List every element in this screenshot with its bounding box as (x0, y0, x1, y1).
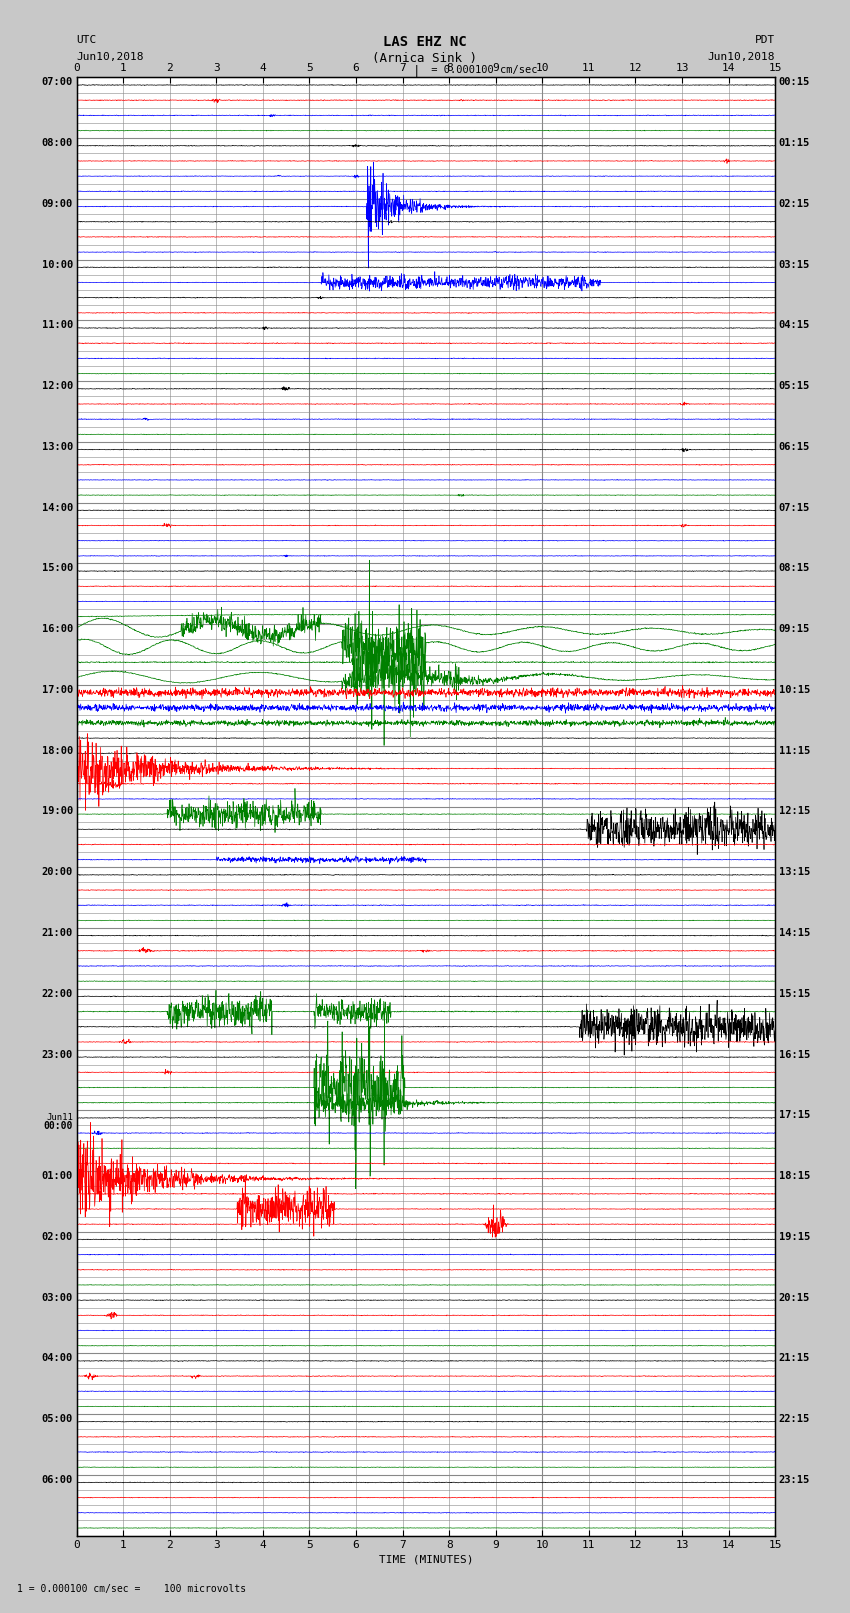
Text: 14:15: 14:15 (779, 927, 810, 939)
Text: 13:15: 13:15 (779, 868, 810, 877)
Text: 11:15: 11:15 (779, 745, 810, 756)
Text: 06:15: 06:15 (779, 442, 810, 452)
X-axis label: TIME (MINUTES): TIME (MINUTES) (378, 1555, 473, 1565)
Text: 22:00: 22:00 (42, 989, 73, 998)
Text: 12:15: 12:15 (779, 806, 810, 816)
Text: 03:15: 03:15 (779, 260, 810, 269)
Text: 01:15: 01:15 (779, 139, 810, 148)
Text: 00:00: 00:00 (43, 1121, 73, 1131)
Text: Jun10,2018: Jun10,2018 (76, 52, 144, 61)
Text: 09:15: 09:15 (779, 624, 810, 634)
Text: 21:15: 21:15 (779, 1353, 810, 1363)
Text: 16:00: 16:00 (42, 624, 73, 634)
Text: Jun11: Jun11 (46, 1113, 73, 1123)
Text: 13:00: 13:00 (42, 442, 73, 452)
Text: 06:00: 06:00 (42, 1474, 73, 1486)
Text: 12:00: 12:00 (42, 381, 73, 392)
Text: UTC: UTC (76, 35, 97, 45)
Text: 15:00: 15:00 (42, 563, 73, 574)
Text: 19:00: 19:00 (42, 806, 73, 816)
Text: 05:00: 05:00 (42, 1415, 73, 1424)
Text: 04:00: 04:00 (42, 1353, 73, 1363)
Text: 09:00: 09:00 (42, 198, 73, 210)
Text: 23:00: 23:00 (42, 1050, 73, 1060)
Text: 05:15: 05:15 (779, 381, 810, 392)
Text: 01:00: 01:00 (42, 1171, 73, 1181)
Text: 04:15: 04:15 (779, 321, 810, 331)
Text: 02:00: 02:00 (42, 1232, 73, 1242)
Text: Jun10,2018: Jun10,2018 (708, 52, 775, 61)
Text: 08:00: 08:00 (42, 139, 73, 148)
Text: 1 = 0.000100 cm/sec =    100 microvolts: 1 = 0.000100 cm/sec = 100 microvolts (17, 1584, 246, 1594)
Text: PDT: PDT (755, 35, 775, 45)
Text: 03:00: 03:00 (42, 1292, 73, 1303)
Text: 21:00: 21:00 (42, 927, 73, 939)
Text: 17:15: 17:15 (779, 1110, 810, 1121)
Text: 08:15: 08:15 (779, 563, 810, 574)
Text: 14:00: 14:00 (42, 503, 73, 513)
Text: 19:15: 19:15 (779, 1232, 810, 1242)
Text: 10:15: 10:15 (779, 686, 810, 695)
Text: 22:15: 22:15 (779, 1415, 810, 1424)
Text: = 0.000100 cm/sec: = 0.000100 cm/sec (425, 65, 537, 74)
Text: 18:00: 18:00 (42, 745, 73, 756)
Text: 20:00: 20:00 (42, 868, 73, 877)
Text: 07:00: 07:00 (42, 77, 73, 87)
Text: 07:15: 07:15 (779, 503, 810, 513)
Text: 02:15: 02:15 (779, 198, 810, 210)
Text: (Arnica Sink ): (Arnica Sink ) (372, 52, 478, 65)
Text: 16:15: 16:15 (779, 1050, 810, 1060)
Text: 15:15: 15:15 (779, 989, 810, 998)
Text: 23:15: 23:15 (779, 1474, 810, 1486)
Text: 10:00: 10:00 (42, 260, 73, 269)
Text: 00:15: 00:15 (779, 77, 810, 87)
Text: LAS EHZ NC: LAS EHZ NC (383, 35, 467, 50)
Text: 11:00: 11:00 (42, 321, 73, 331)
Text: |: | (413, 65, 420, 77)
Text: 18:15: 18:15 (779, 1171, 810, 1181)
Text: 20:15: 20:15 (779, 1292, 810, 1303)
Text: 17:00: 17:00 (42, 686, 73, 695)
